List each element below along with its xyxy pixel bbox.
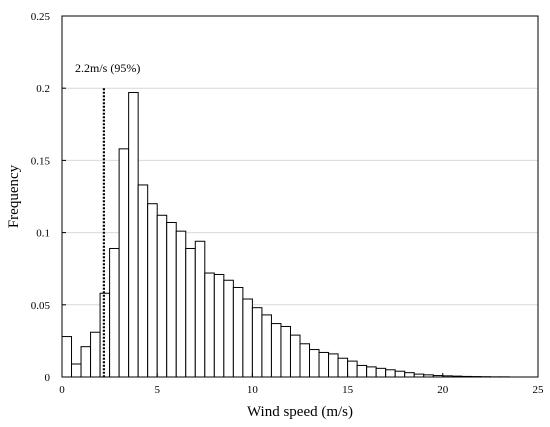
y-tick-label-2: 0.1 <box>36 228 50 240</box>
bar-31 <box>356 364 368 378</box>
bar-11 <box>166 221 177 378</box>
bar-29 <box>337 357 349 378</box>
y-tick-label-5: 0.25 <box>31 11 51 23</box>
bar-12 <box>175 230 187 378</box>
bar-18 <box>232 286 244 378</box>
bar-27 <box>318 351 330 378</box>
bar-16 <box>213 273 225 378</box>
bar-21 <box>261 314 272 378</box>
bar-6 <box>118 148 130 378</box>
threshold-annotation: 2.2m/s (95%) <box>75 61 140 75</box>
x-tick-label-1: 5 <box>154 384 160 396</box>
bar-15 <box>204 272 215 378</box>
bar-7 <box>128 92 139 378</box>
x-axis-label: Wind speed (m/s) <box>247 404 353 420</box>
x-tick-labels: 0 5 10 15 20 25 <box>59 384 544 396</box>
x-tick-label-4: 20 <box>437 384 449 396</box>
bar-30 <box>347 360 358 378</box>
bar-35 <box>394 370 406 378</box>
bar-36 <box>404 372 415 378</box>
bar-22 <box>270 323 282 378</box>
y-axis-label: Frequency <box>6 164 22 228</box>
bar-10 <box>156 214 168 378</box>
bar-0 <box>61 336 73 378</box>
bar-32 <box>366 366 377 378</box>
bar-9 <box>147 203 158 378</box>
bar-8 <box>137 184 149 378</box>
x-tick-label-0: 0 <box>59 384 65 396</box>
bars-layer <box>61 92 510 378</box>
bar-26 <box>309 349 320 378</box>
bar-20 <box>251 307 263 378</box>
bar-24 <box>289 334 301 378</box>
bar-19 <box>242 298 253 378</box>
bar-2 <box>80 346 92 378</box>
y-tick-label-4: 0.2 <box>36 83 50 95</box>
bar-5 <box>109 247 120 378</box>
bar-1 <box>71 363 82 378</box>
bar-34 <box>385 369 396 378</box>
y-tick-label-1: 0.05 <box>31 300 51 312</box>
bar-13 <box>185 247 196 378</box>
bar-3 <box>90 331 101 378</box>
y-tick-labels: 0 0.05 0.1 0.15 0.2 0.25 <box>31 11 51 384</box>
x-tick-label-5: 25 <box>533 384 545 396</box>
bar-33 <box>375 367 387 378</box>
bar-14 <box>194 240 206 378</box>
plot-frame <box>61 15 539 378</box>
bar-25 <box>299 343 311 378</box>
bar-23 <box>280 325 291 378</box>
y-tick-label-0: 0 <box>45 372 51 384</box>
x-tick-label-3: 15 <box>342 384 354 396</box>
y-tick-label-3: 0.15 <box>31 155 51 167</box>
ticks-layer <box>61 15 539 378</box>
x-tick-label-2: 10 <box>247 384 259 396</box>
bar-28 <box>328 353 339 378</box>
bar-17 <box>223 279 234 378</box>
